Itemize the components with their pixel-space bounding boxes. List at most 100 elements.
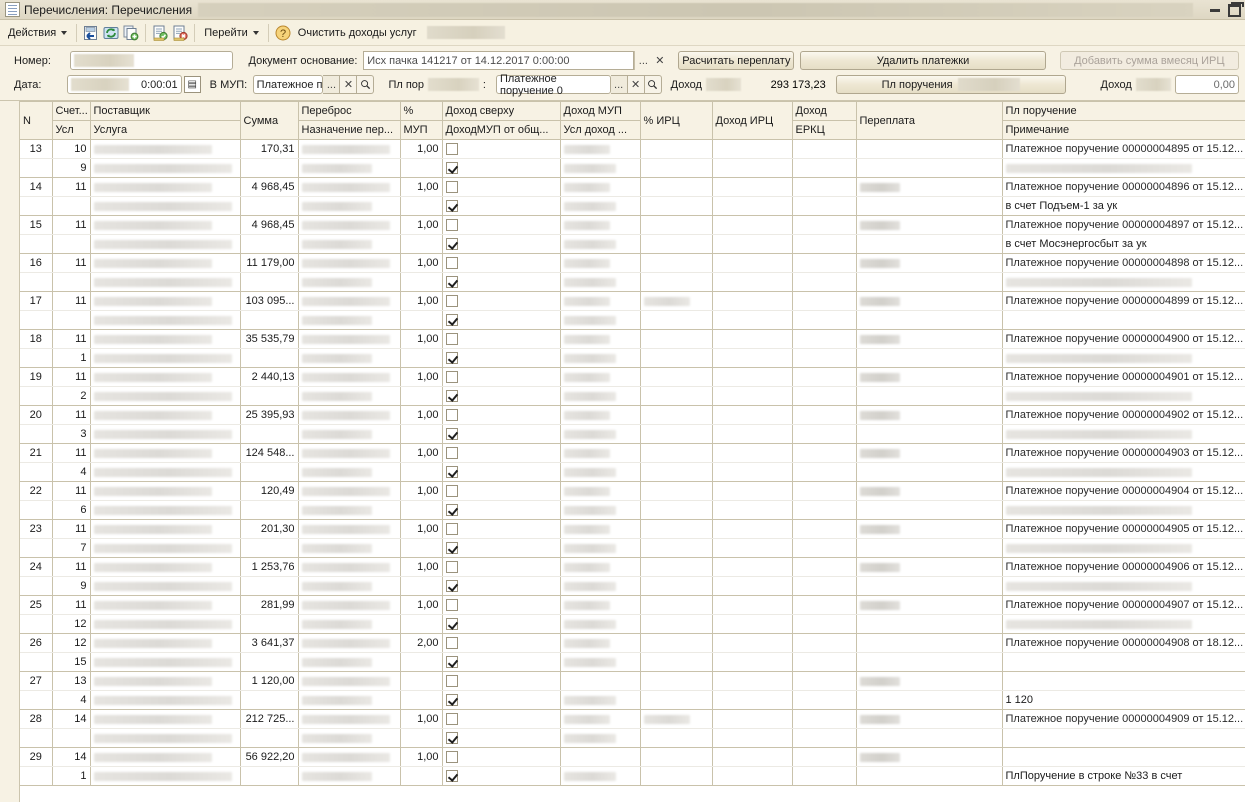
col-subheader-note[interactable]: Примечание [1002,120,1245,140]
plpor-clear-icon[interactable]: ✕ [627,75,645,94]
row-checkbox[interactable] [445,599,458,612]
col-subheader-usl-income[interactable]: Усл доход ... [560,120,641,140]
row-checkbox[interactable] [445,181,458,194]
row-checkbox[interactable] [445,751,458,764]
row-checkbox[interactable] [445,276,458,289]
table-row-secondary[interactable]: 1 [20,348,1245,368]
row-checkbox[interactable] [445,713,458,726]
plpor-select-button[interactable]: ... [610,75,628,94]
row-checkbox[interactable] [445,257,458,270]
row-checkbox[interactable] [445,143,458,156]
col-subheader-transfer-purpose[interactable]: Назначение пер... [298,120,401,140]
vmup-search-icon[interactable] [357,75,375,94]
table-row-secondary[interactable]: 12 [20,614,1245,634]
col-header-sum[interactable]: Сумма [240,101,299,140]
unpost-document-icon[interactable] [171,24,189,42]
actions-menu-button[interactable]: Действия [4,22,71,43]
table-row[interactable]: 13 10 170,31 1,00 Платежное поручение 000000… [20,139,1245,159]
row-checkbox[interactable] [445,333,458,346]
col-header-n[interactable]: N [20,101,53,140]
restore-icon[interactable] [1228,2,1244,17]
table-row[interactable]: 17 11 103 095... 1,00 Платежное поручение 00… [20,291,1245,311]
table-row[interactable]: 19 11 2 440,13 1,00 Платежное поручение 0000… [20,367,1245,387]
calc-overpay-button[interactable]: Расчитать переплату [678,51,795,70]
row-checkbox[interactable] [445,504,458,517]
row-checkbox[interactable] [445,200,458,213]
col-subheader-mup[interactable]: МУП [400,120,443,140]
col-subheader-erkc[interactable]: ЕРКЦ [792,120,857,140]
save-close-icon[interactable] [82,24,100,42]
col-header-income-irc[interactable]: Доход ИРЦ [712,101,793,140]
table-row-secondary[interactable]: 9 [20,158,1245,178]
table-row-secondary[interactable]: в счет Подъем-1 за ук [20,196,1245,216]
row-checkbox[interactable] [445,409,458,422]
row-checkbox[interactable] [445,238,458,251]
date-input[interactable]: 0:00:01 [66,75,182,94]
table-row-secondary[interactable]: 1 ПлПоручение в строке №33 в счет [20,766,1245,786]
row-checkbox[interactable] [445,580,458,593]
col-header-pct-irc[interactable]: % ИРЦ [640,101,713,140]
table-row-secondary[interactable]: 15 [20,652,1245,672]
col-subheader-income-mup-total[interactable]: ДоходМУП от общ... [442,120,561,140]
calendar-icon[interactable]: ▤ [183,76,201,93]
row-checkbox[interactable] [445,371,458,384]
table-row[interactable]: 24 11 1 253,76 1,00 Платежное поручение 0000… [20,557,1245,577]
row-checkbox[interactable] [445,466,458,479]
table-row-secondary[interactable]: 9 [20,576,1245,596]
plpor-search-icon[interactable] [644,75,662,94]
row-checkbox[interactable] [445,561,458,574]
row-checkbox[interactable] [445,485,458,498]
col-header-overpayment[interactable]: Переплата [856,101,1003,140]
row-checkbox[interactable] [445,352,458,365]
row-checkbox[interactable] [445,447,458,460]
basis-select-button[interactable]: ... [634,51,651,70]
table-row-secondary[interactable] [20,728,1245,748]
row-checkbox[interactable] [445,637,458,650]
number-input[interactable] [70,51,233,70]
row-checkbox[interactable] [445,675,458,688]
row-checkbox[interactable] [445,314,458,327]
copy-post-icon[interactable] [122,24,140,42]
table-row[interactable]: 21 11 124 548... 1,00 Платежное поручение 00… [20,443,1245,463]
table-row[interactable]: 18 11 35 535,79 1,00 Платежное поручение 000… [20,329,1245,349]
table-row-secondary[interactable]: 3 [20,424,1245,444]
help-icon[interactable]: ? [274,24,292,42]
post-document-icon[interactable] [151,24,169,42]
clear-income-services-button[interactable]: Очистить доходы услуг [294,22,421,43]
table-row-secondary[interactable]: 6 [20,500,1245,520]
table-row[interactable]: 22 11 120,49 1,00 Платежное поручение 000000… [20,481,1245,501]
col-header-income-above[interactable]: Доход сверху [442,101,561,121]
row-checkbox[interactable] [445,732,458,745]
table-row-secondary[interactable]: 2 [20,386,1245,406]
row-checkbox[interactable] [445,770,458,783]
col-header-supplier[interactable]: Поставщик [90,101,241,121]
table-row[interactable]: 15 11 4 968,45 1,00 Платежное поручение 0000… [20,215,1245,235]
col-header-income-mup[interactable]: Доход МУП [560,101,641,121]
row-checkbox[interactable] [445,656,458,669]
table-row-secondary[interactable]: 4 [20,462,1245,482]
income-value-2-input[interactable]: 0,00 [1174,75,1239,94]
col-subheader-usl[interactable]: Усл [52,120,91,140]
add-sum-month-irc-button[interactable]: Добавить сумма вмесяц ИРЦ [1059,51,1240,70]
table-row[interactable]: 20 11 25 395,93 1,00 Платежное поручение 000… [20,405,1245,425]
row-checkbox[interactable] [445,542,458,555]
table-row[interactable]: 23 11 201,30 1,00 Платежное поручение 000000… [20,519,1245,539]
row-checkbox[interactable] [445,162,458,175]
row-checkbox[interactable] [445,694,458,707]
table-row-secondary[interactable]: 7 [20,538,1245,558]
table-row-secondary[interactable]: 4 1 120 [20,690,1245,710]
row-checkbox[interactable] [445,618,458,631]
table-row[interactable]: 29 14 56 922,20 1,00 [20,747,1245,767]
transfers-table-container[interactable]: N Счет... Поставщик Сумма Переброс % Дох… [0,101,1245,802]
table-row[interactable]: 28 14 212 725... 1,00 Платежное поручение 00… [20,709,1245,729]
table-row-secondary[interactable]: в счет Мосэнергосбыт за ук [20,234,1245,254]
row-checkbox[interactable] [445,219,458,232]
col-header-payment-order[interactable]: Пл поручение [1002,101,1245,121]
pl-poruchenia-button[interactable]: Пл поручения [835,75,1066,94]
col-header-income-erkc[interactable]: Доход [792,101,857,121]
table-row[interactable]: 25 11 281,99 1,00 Платежное поручение 000000… [20,595,1245,615]
goto-menu-button[interactable]: Перейти [200,22,263,43]
vmup-input[interactable]: Платежное п [252,75,324,94]
row-checkbox[interactable] [445,390,458,403]
col-header-pct[interactable]: % [400,101,443,121]
